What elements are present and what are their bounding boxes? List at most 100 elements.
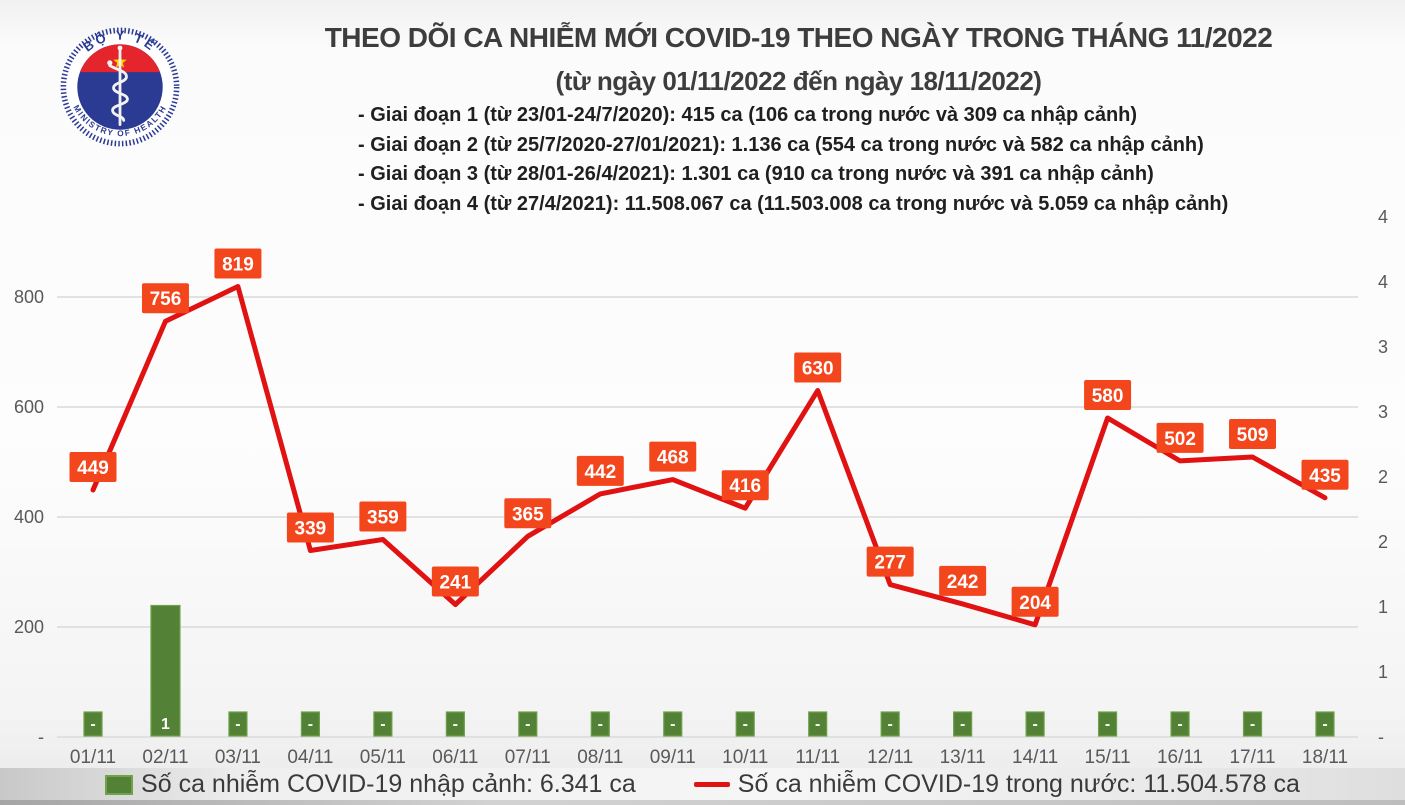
data-label-box [794, 352, 842, 383]
y-axis-left-tick: - [38, 727, 44, 747]
y-axis-right-tick: 1 [1378, 662, 1388, 682]
data-label-box [286, 512, 334, 543]
imported-bar-label: - [308, 716, 313, 733]
data-label-box [141, 283, 189, 314]
x-axis-label: 09/11 [650, 747, 696, 768]
imported-bar-label: - [670, 716, 675, 733]
x-axis-label: 18/11 [1302, 747, 1348, 768]
data-label: 819 [222, 255, 254, 276]
data-label: 509 [1237, 425, 1269, 446]
imported-bar [590, 711, 610, 737]
data-label: 365 [512, 504, 544, 525]
data-label: 580 [1092, 386, 1124, 407]
data-label-box [1011, 586, 1059, 617]
imported-bar-label: - [380, 716, 385, 733]
x-axis-label: 06/11 [432, 747, 478, 768]
y-axis-right-tick: 2 [1378, 467, 1388, 487]
data-label: 442 [584, 462, 616, 483]
y-axis-right-tick: 4 [1378, 272, 1388, 292]
y-axis-left-tick: 200 [14, 617, 44, 637]
imported-bar-label: - [235, 716, 240, 733]
legend-domestic-label: Số ca nhiễm COVID-19 trong nước: 11.504.… [737, 770, 1300, 798]
data-label-box [1229, 419, 1277, 450]
x-axis-label: 17/11 [1229, 747, 1275, 768]
page-title: THEO DÕI CA NHIỄM MỚI COVID-19 THEO NGÀY… [324, 22, 1273, 53]
imported-bar [1097, 711, 1118, 737]
x-axis-label: 13/11 [940, 747, 986, 768]
imported-bar-label: - [90, 716, 95, 733]
imported-bar [373, 711, 393, 737]
stage-4-line: - Giai đoạn 4 (từ 27/4/2021): 11.508.067… [358, 192, 1229, 215]
data-label: 630 [802, 359, 834, 380]
imported-bar [150, 604, 181, 737]
stage-2-line: - Giai đoạn 2 (từ 25/7/2020-27/01/2021):… [358, 133, 1204, 156]
x-axis-label: 03/11 [215, 747, 261, 768]
imported-bar-label: - [815, 716, 820, 733]
imported-bar-label: - [525, 716, 530, 733]
x-axis-label: 16/11 [1157, 747, 1203, 768]
imported-bar [1315, 711, 1335, 737]
imported-bar [445, 711, 465, 737]
imported-bar [1170, 711, 1190, 737]
stage-summary-block: - Giai đoạn 1 (từ 23/01-24/7/2020): 415 … [358, 101, 1228, 219]
data-label-box [431, 566, 479, 597]
x-axis-label: 08/11 [577, 747, 623, 768]
domestic-line [90, 284, 1328, 628]
imported-bar-label: - [1105, 716, 1110, 733]
legend-imported-label: Số ca nhiễm COVID-19 nhập cảnh: 6.341 ca [141, 770, 636, 798]
x-axis-label: 01/11 [70, 747, 116, 768]
data-label: 756 [150, 289, 182, 310]
rod-of-asclepius-icon [107, 45, 129, 126]
imported-bar-label: - [1322, 716, 1327, 733]
imported-bar [1242, 711, 1263, 737]
y-axis-right-tick: 2 [1378, 532, 1388, 552]
logo-tick-ring [60, 27, 180, 147]
imported-bar [735, 711, 755, 737]
x-axis-label: 07/11 [505, 747, 551, 768]
imported-bar-label: - [1177, 716, 1182, 733]
data-label-box [866, 546, 914, 577]
imported-bar-label: - [960, 716, 965, 733]
page-subtitle: (từ ngày 01/11/2022 đến ngày 18/11/2022) [555, 66, 1042, 96]
imported-bar [953, 711, 973, 737]
data-label-box [504, 498, 552, 529]
data-label: 435 [1309, 466, 1341, 487]
y-axis-right-tick: 3 [1378, 337, 1388, 357]
data-label-box [939, 565, 987, 596]
data-label-box [1301, 459, 1349, 490]
y-axis-left-tick: 600 [14, 397, 44, 417]
data-label: 416 [729, 476, 761, 497]
legend-item-imported: Số ca nhiễm COVID-19 nhập cảnh: 6.341 ca [105, 770, 636, 799]
x-axis-label: 15/11 [1085, 747, 1131, 768]
chart-legend: Số ca nhiễm COVID-19 nhập cảnh: 6.341 ca… [0, 768, 1405, 801]
data-label: 502 [1164, 429, 1196, 450]
imported-bar [808, 711, 828, 737]
data-label-box [1084, 380, 1132, 410]
data-label: 277 [874, 553, 906, 574]
data-label: 468 [657, 448, 689, 469]
y-axis-left-tick: 800 [14, 287, 44, 307]
y-axis-right-tick: 1 [1378, 597, 1388, 617]
data-label: 359 [367, 508, 399, 529]
data-label: 339 [295, 519, 327, 540]
data-label: 241 [439, 572, 471, 593]
data-label-box [721, 470, 769, 501]
stage-3-line: - Giai đoạn 3 (từ 28/01-26/4/2021): 1.30… [358, 163, 1154, 185]
stage-1-line: - Giai đoạn 1 (từ 23/01-24/7/2020): 415 … [358, 104, 1138, 126]
data-label: 449 [77, 458, 109, 479]
legend-item-domestic: Số ca nhiễm COVID-19 trong nước: 11.504.… [693, 770, 1300, 799]
x-axis-label: 11/11 [795, 747, 840, 768]
imported-bar-label: - [453, 716, 458, 733]
data-label-box [359, 501, 407, 532]
imported-bar-label: - [598, 716, 603, 733]
imported-bar [880, 711, 900, 737]
data-label-box [649, 441, 697, 472]
imported-bar [300, 711, 321, 737]
y-axis-right-tick: - [1378, 727, 1384, 747]
imported-bar-swatch-icon [105, 774, 134, 795]
imported-bar-label: - [888, 716, 893, 733]
y-axis-left-tick: 400 [14, 507, 44, 527]
ministry-of-health-logo: BỘ Y TẾ MINISTRY OF HEALTH [60, 27, 180, 147]
